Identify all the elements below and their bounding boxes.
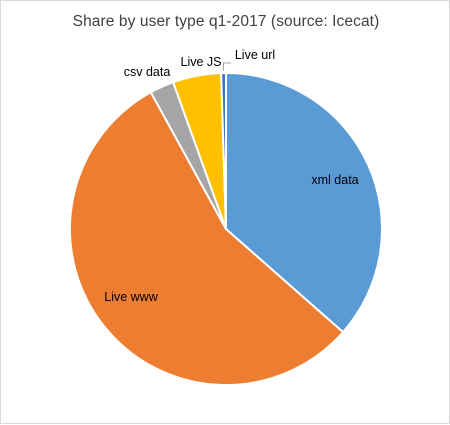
data-label-live-url: Live url bbox=[235, 48, 275, 62]
leader-line-live-url bbox=[223, 62, 231, 71]
data-label-live-www: Live www bbox=[104, 290, 158, 304]
data-label-csv-data: csv data bbox=[124, 65, 171, 79]
pie-slice-xml-data bbox=[225, 72, 383, 334]
chart-title: Share by user type q1-2017 (source: Icec… bbox=[72, 13, 380, 30]
pie-slice-live-url bbox=[220, 72, 227, 230]
pie-slice-live-www bbox=[69, 91, 345, 387]
data-label-xml-data: xml data bbox=[311, 173, 358, 187]
data-label-live-js: Live JS bbox=[181, 55, 222, 69]
